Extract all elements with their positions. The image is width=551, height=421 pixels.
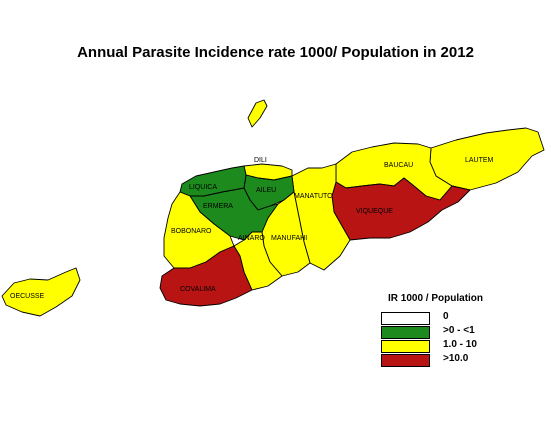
label-dili: DILI [254,157,267,164]
label-lautem: LAUTEM [465,157,494,164]
label-bobonaro: BOBONARO [171,228,212,235]
label-baucau: BAUCAU [384,162,413,169]
label-covalima: COVALIMA [180,286,216,293]
label-viqueque: VIQUEQUE [356,208,393,215]
legend-swatch [381,326,430,339]
legend-label: >10.0 [443,353,469,364]
label-aileu: AILEU [256,187,276,194]
legend-swatch [381,312,430,325]
legend-label: 0 [443,311,449,322]
legend-swatch [381,340,430,353]
island-atauro [247,99,268,128]
district-covalima [159,245,253,307]
label-liquica: LIQUICA [189,184,217,191]
legend-title: IR 1000 / Population [388,293,484,304]
legend-swatch [381,354,430,367]
label-manatuto: MANATUTO [294,193,333,200]
district-oecusse [1,267,81,317]
label-ermera: ERMERA [203,203,233,210]
label-oecusse: OECUSSE [10,293,45,300]
legend-label: >0 - <1 [443,325,475,336]
legend-label: 1.0 - 10 [443,339,477,350]
map-title: Annual Parasite Incidence rate 1000/ Pop… [77,44,474,61]
label-ainaro: AINARO [238,235,265,242]
label-manufahi: MANUFAHI [271,235,307,242]
